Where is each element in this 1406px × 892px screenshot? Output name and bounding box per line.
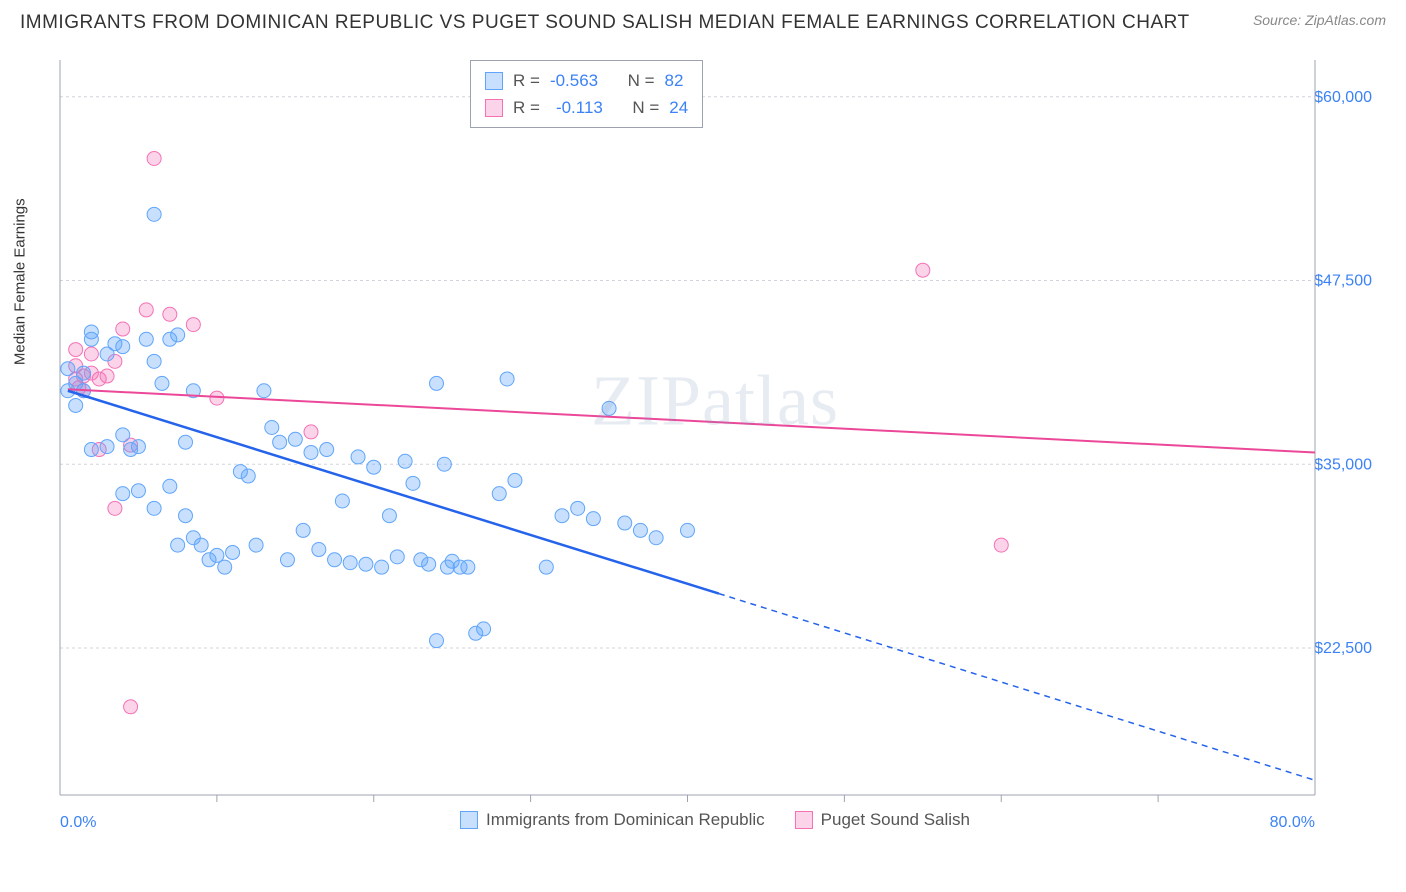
r-value-a: -0.563 [550, 67, 598, 94]
swatch-series-a [485, 72, 503, 90]
bottom-legend: Immigrants from Dominican Republic Puget… [460, 810, 970, 830]
y-axis-label: Median Female Earnings [12, 198, 29, 365]
swatch-series-b-bottom [795, 811, 813, 829]
svg-text:$60,000: $60,000 [1314, 89, 1372, 106]
chart-title: IMMIGRANTS FROM DOMINICAN REPUBLIC VS PU… [20, 12, 1190, 34]
swatch-series-a-bottom [460, 811, 478, 829]
swatch-series-b [485, 99, 503, 117]
scatter-plot: $22,500 $35,000 $47,500 $60,000 0.0% 80.0% [50, 50, 1380, 830]
svg-text:80.0%: 80.0% [1270, 814, 1315, 830]
source-attribution: Source: ZipAtlas.com [1253, 12, 1386, 28]
r-value-b: -0.113 [550, 94, 603, 121]
stats-legend-box: R = -0.563 N = 82 R = -0.113 N = 24 [470, 60, 703, 128]
legend-label-a: Immigrants from Dominican Republic [486, 810, 765, 830]
chart-area: Median Female Earnings $22,500$35,000$47… [50, 50, 1380, 830]
legend-item-series-a: Immigrants from Dominican Republic [460, 810, 765, 830]
svg-text:$47,500: $47,500 [1314, 273, 1372, 290]
legend-item-series-b: Puget Sound Salish [795, 810, 970, 830]
n-value-b: 24 [669, 94, 688, 121]
stats-row-series-a: R = -0.563 N = 82 [485, 67, 688, 94]
stats-row-series-b: R = -0.113 N = 24 [485, 94, 688, 121]
svg-text:$35,000: $35,000 [1314, 456, 1372, 473]
svg-text:$22,500: $22,500 [1314, 640, 1372, 657]
svg-text:0.0%: 0.0% [60, 814, 96, 830]
legend-label-b: Puget Sound Salish [821, 810, 970, 830]
n-value-a: 82 [665, 67, 684, 94]
